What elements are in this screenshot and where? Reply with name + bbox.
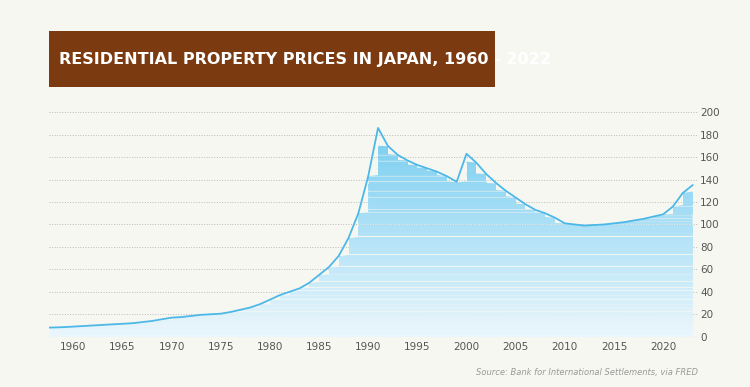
Text: RESIDENTIAL PROPERTY PRICES IN JAPAN, 1960 - 2022: RESIDENTIAL PROPERTY PRICES IN JAPAN, 19… bbox=[58, 51, 550, 67]
Text: Source: Bank for International Settlements, via FRED: Source: Bank for International Settlemen… bbox=[476, 368, 698, 377]
